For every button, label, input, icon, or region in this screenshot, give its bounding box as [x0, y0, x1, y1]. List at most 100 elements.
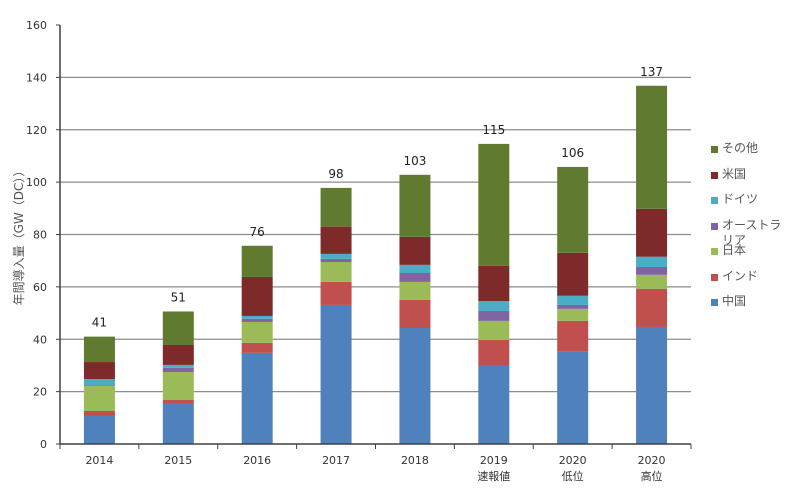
- bar-segment: [320, 187, 352, 227]
- bar-segment: [83, 411, 115, 416]
- x-tick-label: 2016: [243, 454, 271, 467]
- bar-segment: [399, 299, 431, 328]
- bar-segment: [478, 143, 510, 266]
- bar-segment: [478, 365, 510, 444]
- bar-segment: [478, 310, 510, 321]
- bar-segment: [399, 174, 431, 237]
- axes: [59, 25, 691, 445]
- legend-item: 米国: [711, 167, 792, 193]
- total-label: 98: [328, 167, 343, 181]
- bar-segment: [399, 327, 431, 444]
- bar-segment: [636, 274, 668, 289]
- legend-swatch: [711, 248, 718, 255]
- bar-segment: [162, 400, 194, 404]
- bar-segment: [162, 311, 194, 346]
- bar-segment: [241, 245, 273, 277]
- bars: [83, 85, 668, 444]
- bar-segment: [320, 281, 352, 305]
- bar-segment: [83, 385, 115, 386]
- x-tick-label: 2020: [559, 454, 587, 467]
- x-tick-label: 2015: [164, 454, 192, 467]
- bar-segment: [557, 295, 589, 305]
- bar-segment: [162, 345, 194, 365]
- y-tick-label: 40: [33, 333, 47, 346]
- y-axis-label: 年間導入量（GW（DC））: [12, 165, 26, 306]
- total-label: 51: [171, 290, 186, 304]
- bar-segment: [320, 226, 352, 254]
- bar-segment: [162, 403, 194, 444]
- legend-swatch: [711, 222, 718, 230]
- bar-segment: [478, 301, 510, 311]
- legend-label: その他: [722, 141, 759, 155]
- y-tick-labels: 0 20 40 60 80 100 120 140 160: [26, 19, 47, 451]
- bar-segment: [162, 371, 194, 401]
- legend-swatch: [711, 197, 718, 204]
- x-tick-label: 速報値: [477, 470, 510, 483]
- legend-label: 日本: [722, 243, 747, 257]
- x-tick-label: 2019: [480, 454, 508, 467]
- bar-segment: [83, 415, 115, 444]
- bar-segment: [478, 320, 510, 341]
- y-tick-label: 0: [40, 438, 47, 451]
- y-tick-label: 160: [26, 19, 47, 32]
- legend-label: 米国: [722, 166, 747, 181]
- bar-segment: [636, 266, 668, 275]
- x-tick-labels: 2014 2015 2016 2017 2018 2019 速報値 2020 低位 2020 高位: [85, 454, 665, 483]
- legend-swatch: [711, 299, 718, 306]
- legend: その他米国ドイツオーストラリア 日本インド中国: [711, 141, 792, 320]
- legend-item: 日本: [711, 243, 792, 269]
- bar-segment: [320, 261, 352, 282]
- y-tick-label: 100: [26, 176, 47, 189]
- bar-segment: [399, 272, 431, 282]
- bar-segment: [241, 318, 273, 322]
- legend-label: 中国: [722, 294, 747, 308]
- total-label: 106: [561, 146, 584, 160]
- legend-label: インド: [722, 268, 759, 283]
- bar-segment: [83, 336, 115, 363]
- total-label: 115: [482, 123, 505, 137]
- legend-item: インド: [711, 269, 792, 295]
- bar-segment: [399, 236, 431, 265]
- legend-label: オーストラリア: [722, 217, 782, 247]
- bar-segment: [241, 342, 273, 353]
- x-tick-label: 高位: [641, 469, 663, 483]
- bar-segment: [636, 85, 668, 209]
- bar-segment: [83, 379, 115, 386]
- bar-segment: [557, 304, 589, 309]
- bar-segment: [320, 253, 352, 259]
- bar-segment: [636, 288, 668, 327]
- bar-segment: [83, 362, 115, 380]
- x-tick-label: 低位: [562, 469, 584, 483]
- x-tick-label: 2014: [85, 454, 113, 467]
- bar-segment: [241, 276, 273, 316]
- bar-segment: [162, 364, 194, 368]
- bar-segment: [636, 208, 668, 257]
- bar-segment: [320, 304, 352, 444]
- bar-segment: [557, 252, 589, 296]
- total-label: 76: [250, 225, 265, 239]
- bar-segment: [557, 320, 589, 352]
- bar-segment: [241, 352, 273, 444]
- legend-item: オーストラリア: [711, 218, 792, 247]
- y-tick-label: 80: [33, 229, 47, 242]
- x-tick-label: 2017: [322, 454, 350, 467]
- bar-segment: [557, 351, 589, 444]
- legend-label: ドイツ: [722, 192, 759, 206]
- total-labels: 41 51 76 98 103 115 106 137: [92, 65, 663, 330]
- bar-segment: [478, 265, 510, 302]
- bar-segment: [478, 340, 510, 366]
- gridlines: [56, 24, 692, 449]
- total-label: 137: [640, 65, 663, 79]
- bar-segment: [399, 264, 431, 273]
- x-tick-label: 2018: [401, 454, 429, 467]
- y-tick-label: 60: [33, 281, 47, 294]
- bar-segment: [241, 321, 273, 343]
- total-label: 103: [403, 154, 426, 168]
- bar-segment: [636, 326, 668, 444]
- legend-item: その他: [711, 141, 792, 167]
- bar-segment: [557, 308, 589, 321]
- legend-item: 中国: [711, 294, 792, 320]
- x-tick-label: 2020: [638, 454, 666, 467]
- legend-swatch: [711, 146, 718, 153]
